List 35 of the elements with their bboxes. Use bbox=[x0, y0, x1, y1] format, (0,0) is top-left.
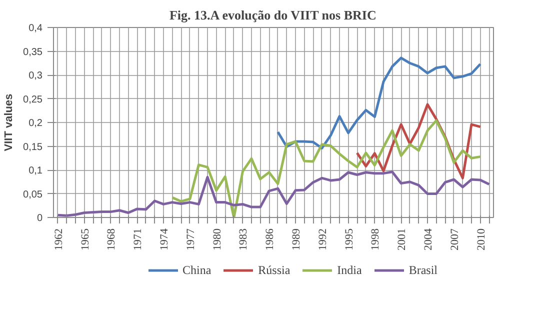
line-series bbox=[56, 170, 490, 217]
x-tick-label: 1980 bbox=[211, 228, 224, 250]
line-series bbox=[276, 56, 482, 150]
x-tick-label: 1968 bbox=[106, 228, 118, 250]
x-tick-label: 1992 bbox=[316, 228, 329, 250]
legend-label: China bbox=[182, 262, 212, 278]
x-tick-label: 1974 bbox=[158, 228, 170, 250]
x-tick-label: 1971 bbox=[132, 228, 144, 250]
chart-title: Fig. 13.A evolução do VIIT nos BRIC bbox=[169, 8, 376, 22]
y-tick-label: 0,4 bbox=[28, 23, 43, 34]
legend-label: India bbox=[337, 262, 362, 278]
x-tick-label: 1995 bbox=[343, 228, 356, 250]
y-tick-label: 0,35 bbox=[23, 46, 43, 58]
x-tick-label: 1998 bbox=[370, 228, 382, 250]
y-tick-label: 0,1 bbox=[28, 166, 43, 176]
y-tick-label: 0,05 bbox=[23, 189, 43, 200]
line-series bbox=[171, 119, 482, 218]
x-tick-label: 1977 bbox=[184, 228, 197, 250]
legend-label: Brasil bbox=[408, 262, 438, 278]
x-tick-label: 2001 bbox=[396, 228, 408, 250]
y-axis-title: VIIT values bbox=[3, 94, 16, 152]
x-tick-label: 1986 bbox=[264, 228, 276, 250]
x-tick-label: 2007 bbox=[448, 228, 461, 250]
y-tick-label: 0 bbox=[36, 213, 43, 224]
x-tick-label: 2010 bbox=[475, 228, 488, 250]
y-tick-label: 0,15 bbox=[23, 142, 43, 153]
x-tick-label: 2004 bbox=[422, 228, 434, 250]
y-tick-label: 0,25 bbox=[23, 94, 43, 106]
x-tick-label: 1965 bbox=[79, 228, 92, 250]
y-tick-label: 0,3 bbox=[28, 70, 43, 82]
x-tick-label: 1962 bbox=[52, 228, 65, 250]
legend-label: Rússia bbox=[258, 262, 290, 278]
x-tick-label: 1983 bbox=[238, 228, 250, 250]
y-tick-label: 0,2 bbox=[28, 118, 43, 129]
x-tick-label: 1989 bbox=[290, 228, 302, 250]
